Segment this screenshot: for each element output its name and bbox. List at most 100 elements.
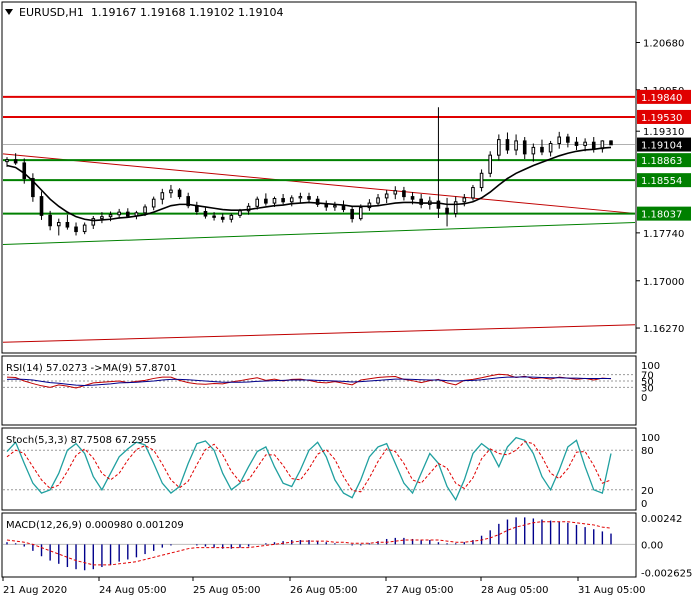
main-chart-layer — [2, 95, 636, 343]
bull-candle — [255, 198, 260, 207]
support-price-label: 1.18554 — [641, 176, 682, 187]
bear-candle — [74, 226, 78, 233]
bear-candle — [445, 207, 449, 214]
bull-candle — [367, 202, 372, 209]
support-price-label: 1.18863 — [641, 156, 682, 167]
bull-candle — [143, 206, 147, 214]
macd-signal-line — [6, 521, 612, 566]
macd-axis-label: 0.00242 — [641, 514, 682, 525]
resistance-price-tag — [637, 89, 691, 104]
rsi-axis-label: 50 — [641, 377, 654, 388]
rsi-ma-line — [6, 376, 611, 386]
bull-candle — [384, 193, 389, 199]
bear-candle — [39, 196, 44, 216]
main-price-panel[interactable] — [1, 1, 637, 354]
bear-candle — [410, 196, 415, 200]
support-price-tag — [637, 173, 691, 188]
bull-candle — [393, 190, 398, 195]
time-axis-layer: 21 Aug 2020 24 Aug 05:00 25 Aug 05:00 26 Au… — [2, 577, 645, 596]
stoch-axis-label: 100 — [641, 433, 660, 444]
bear-candle — [281, 198, 285, 203]
rsi-chart-layer — [3, 373, 635, 389]
time-tick-label: 28 Aug 05:00 — [481, 585, 548, 596]
resistance-price-tag — [637, 109, 691, 124]
bull-candle — [376, 197, 380, 204]
bull-candle — [557, 136, 562, 145]
time-tick-label: 27 Aug 05:00 — [386, 585, 453, 596]
ohlc-values: 1.19167 1.19168 1.19102 1.19104 — [91, 6, 283, 19]
price-tick-label: 1.17000 — [643, 277, 684, 288]
rsi-axis-label: 30 — [641, 383, 654, 394]
bear-candle — [264, 198, 268, 204]
bull-candle — [91, 218, 96, 226]
price-tick-label: 1.20680 — [643, 38, 684, 49]
stoch-panel[interactable] — [1, 427, 637, 511]
support-price-tag — [637, 153, 691, 168]
trendline-channel_upper — [2, 324, 636, 343]
macd-axis-label: 0.00 — [641, 540, 663, 551]
rsi-axis-label: 70 — [641, 371, 654, 382]
time-tick-label: 24 Aug 05:00 — [99, 585, 166, 596]
price-tick-label: 1.19310 — [643, 127, 684, 138]
current-price-tag — [637, 137, 691, 152]
bear-candle — [177, 189, 182, 198]
bull-candle — [583, 141, 587, 146]
stoch-axis-label: 0 — [641, 499, 647, 510]
bull-candle — [514, 140, 518, 151]
bear-candle — [574, 141, 579, 146]
bear-candle — [402, 190, 406, 198]
current-price-label: 1.19104 — [641, 141, 682, 152]
price-axis-layer: 1.206801.199501.193101.177401.170001.162… — [636, 38, 692, 580]
stoch-main-line — [6, 436, 612, 502]
bear-candle — [505, 139, 510, 151]
time-tick-label: 31 Aug 05:00 — [578, 585, 645, 596]
bull-candle — [238, 210, 242, 216]
bear-candle — [307, 196, 311, 200]
bull-candle — [108, 214, 113, 218]
macd-label: MACD(12,26,9) 0.000980 0.001209 — [6, 520, 184, 531]
bear-candle — [341, 205, 346, 211]
support-price-tag — [637, 206, 691, 221]
resistance-price-label: 1.19840 — [641, 93, 682, 104]
macd-axis-label: -0.002625 — [641, 569, 692, 580]
time-tick-label: 26 Aug 05:00 — [290, 585, 357, 596]
macd-chart-layer — [3, 517, 635, 571]
symbol-title: EURUSD,H1 — [19, 6, 84, 19]
bull-candle — [488, 154, 492, 174]
support-price-label: 1.18037 — [641, 210, 682, 221]
bull-candle — [333, 205, 337, 208]
bull-candle — [272, 198, 277, 204]
time-tick-label: 21 Aug 2020 — [3, 585, 67, 596]
bull-candle — [462, 197, 467, 203]
bull-candle — [358, 207, 363, 220]
bear-candle — [522, 140, 527, 155]
time-tick-label: 25 Aug 05:00 — [193, 585, 260, 596]
bear-candle — [65, 222, 70, 228]
stoch-axis-label: 80 — [641, 446, 654, 457]
stoch-chart-layer — [3, 436, 635, 502]
stoch-axis-label: 20 — [641, 486, 654, 497]
rsi-axis-label: 0 — [641, 393, 647, 404]
rsi-panel[interactable] — [1, 355, 637, 426]
bull-candle — [479, 172, 484, 189]
resistance-price-label: 1.19530 — [641, 113, 682, 124]
bull-candle — [453, 201, 458, 214]
trendline-channel_lower — [2, 222, 636, 246]
bull-candle — [151, 198, 156, 208]
bear-candle — [203, 210, 208, 217]
bull-candle — [298, 196, 303, 199]
bull-candle — [169, 189, 173, 194]
trendline-descending — [2, 153, 636, 214]
bull-candle — [497, 139, 501, 156]
bear-candle — [609, 140, 613, 146]
macd-panel[interactable] — [1, 512, 637, 578]
bear-candle — [126, 211, 130, 217]
bear-candle — [186, 196, 190, 207]
stoch-label: Stoch(5,3,3) 87.7508 67.2955 — [6, 435, 157, 446]
collapse-arrow-icon[interactable] — [5, 9, 13, 15]
bear-candle — [315, 198, 320, 205]
stoch-signal-line — [6, 441, 612, 493]
bull-candle — [56, 222, 61, 227]
bear-candle — [22, 162, 27, 179]
